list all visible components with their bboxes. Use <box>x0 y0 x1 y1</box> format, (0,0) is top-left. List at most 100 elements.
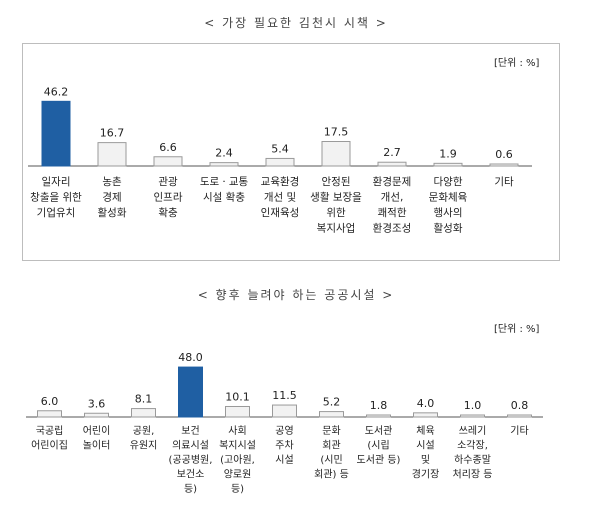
category-label-line: (공공병원, <box>169 454 213 466</box>
bar <box>319 411 344 418</box>
category-label: 도로ㆍ교통 시설 확충 <box>200 176 249 204</box>
category-label-line: 유원지 <box>130 440 158 452</box>
category-label-line: 보건소 <box>177 469 205 481</box>
value-label: 2.7 <box>383 146 401 159</box>
category-label-line: (시립 <box>367 439 389 452</box>
category-label: 교육환경 개선 및 인재육성 <box>261 175 300 219</box>
bar <box>84 412 109 418</box>
bar <box>366 414 391 418</box>
value-label: 6.0 <box>41 395 59 408</box>
category-label-line: 도서관 등) <box>357 454 401 466</box>
bar <box>265 157 295 167</box>
value-label: 2.4 <box>215 147 233 160</box>
category-label-line: 쾌적한 <box>378 207 407 219</box>
value-label: 10.1 <box>225 390 250 403</box>
category-label-line: 인재육성 <box>261 207 300 219</box>
value-label: 46.2 <box>44 85 69 98</box>
bar <box>413 412 438 418</box>
chart-2-title: < 향후 늘려야 하는 공공시설 > <box>197 288 395 302</box>
category-label-line: 및 <box>421 454 430 466</box>
category-label-line: 관광 <box>158 176 178 188</box>
category-label-line: 국공립 <box>36 424 64 437</box>
category-label-line: 기업유치 <box>37 206 76 219</box>
category-label-line: 기타 <box>510 425 528 437</box>
bar <box>209 162 239 167</box>
chart-1-unit: [단위 : %] <box>494 58 540 69</box>
category-label: 문화 회관 (시민 회관) 등 <box>314 425 349 481</box>
bar <box>153 156 183 167</box>
category-label-line: 행사의 <box>434 207 463 219</box>
category-label-line: 공영 <box>275 425 293 437</box>
category-label-line: 체육 <box>416 425 434 437</box>
chart-1-svg: 46.2 일자리 창출을 위한 기업유치 16.7 농촌 경제 활성화 6.6 관광 인프라 확충 2.… <box>28 85 532 235</box>
category-label-line: 공원, <box>133 425 155 437</box>
value-label: 1.9 <box>439 147 457 160</box>
category-label-line: 개선, <box>381 192 404 204</box>
category-label-line: 확충 <box>158 206 178 219</box>
category-label-line: 복지사업 <box>317 222 356 235</box>
category-label-line: 생활 보장을 <box>310 191 362 204</box>
bar <box>37 410 62 418</box>
bar <box>178 366 203 418</box>
category-label-line: 문화체육 <box>429 192 468 204</box>
value-label: 16.7 <box>100 127 125 140</box>
value-label: 8.1 <box>135 393 153 406</box>
category-label: 쓰레기 소각장, 하수종말 처리장 등 <box>453 425 493 481</box>
chart-2-unit: [단위 : %] <box>494 324 540 335</box>
category-label-line: 보건 <box>181 425 199 437</box>
category-label-line: 환경조성 <box>373 222 412 235</box>
category-label-line: 어린이 <box>83 425 111 437</box>
category-label-line: 시설 <box>275 454 293 466</box>
bar <box>433 162 463 167</box>
category-label-line: 사회 <box>228 425 246 437</box>
value-label: 6.6 <box>159 141 177 154</box>
category-label: 농촌 경제 활성화 <box>98 176 127 219</box>
category-label-line: 회관 <box>322 440 340 452</box>
category-label-line: 다양한 <box>434 176 463 188</box>
bar <box>377 161 407 167</box>
category-label-line: 의료시설 <box>172 440 209 452</box>
bar <box>489 163 519 167</box>
category-label-line: 시설 확충 <box>203 191 245 204</box>
category-label-line: 인프라 <box>154 192 183 204</box>
value-label: 4.0 <box>417 397 435 410</box>
category-label: 사회 복지시설 (고아원, 양로원 등) <box>219 425 256 495</box>
category-label-line: 쓰레기 <box>459 425 487 437</box>
category-label-line: (시민 <box>320 454 342 466</box>
category-label-line: 등) <box>184 483 197 495</box>
category-label-line: 교육환경 <box>261 175 300 188</box>
category-label-line: 위한 <box>326 206 346 219</box>
bar <box>97 142 127 167</box>
category-label-line: (고아원, <box>220 454 255 466</box>
category-label-line: 어린이집 <box>31 440 68 452</box>
chart-1-title: < 가장 필요한 김천시 시책 > <box>204 16 388 30</box>
category-label-line: 도서관 <box>365 425 393 437</box>
category-label-line: 주차 <box>275 440 293 452</box>
category-label-line: 기타 <box>494 176 514 188</box>
category-label-line: 활성화 <box>98 206 127 219</box>
value-label: 5.2 <box>323 396 341 409</box>
category-label-line: 농촌 <box>102 176 122 188</box>
category-label: 기타 <box>510 425 528 437</box>
category-label-line: 창출을 위한 <box>30 191 82 204</box>
category-label-line: 놀이터 <box>83 440 111 452</box>
value-label: 17.5 <box>324 126 349 139</box>
value-label: 48.0 <box>178 351 203 364</box>
category-label-line: 안정된 <box>322 176 351 188</box>
category-label-line: 시설 <box>416 440 434 452</box>
category-label: 체육 시설 및 경기장 <box>412 425 440 481</box>
category-label-line: 회관) 등 <box>314 469 349 481</box>
category-label: 환경문제 개선, 쾌적한 환경조성 <box>373 175 412 235</box>
category-label-line: 복지시설 <box>219 440 256 452</box>
category-label-line: 하수종말 <box>454 453 491 466</box>
value-label: 3.6 <box>88 397 106 410</box>
category-label: 기타 <box>494 176 514 188</box>
